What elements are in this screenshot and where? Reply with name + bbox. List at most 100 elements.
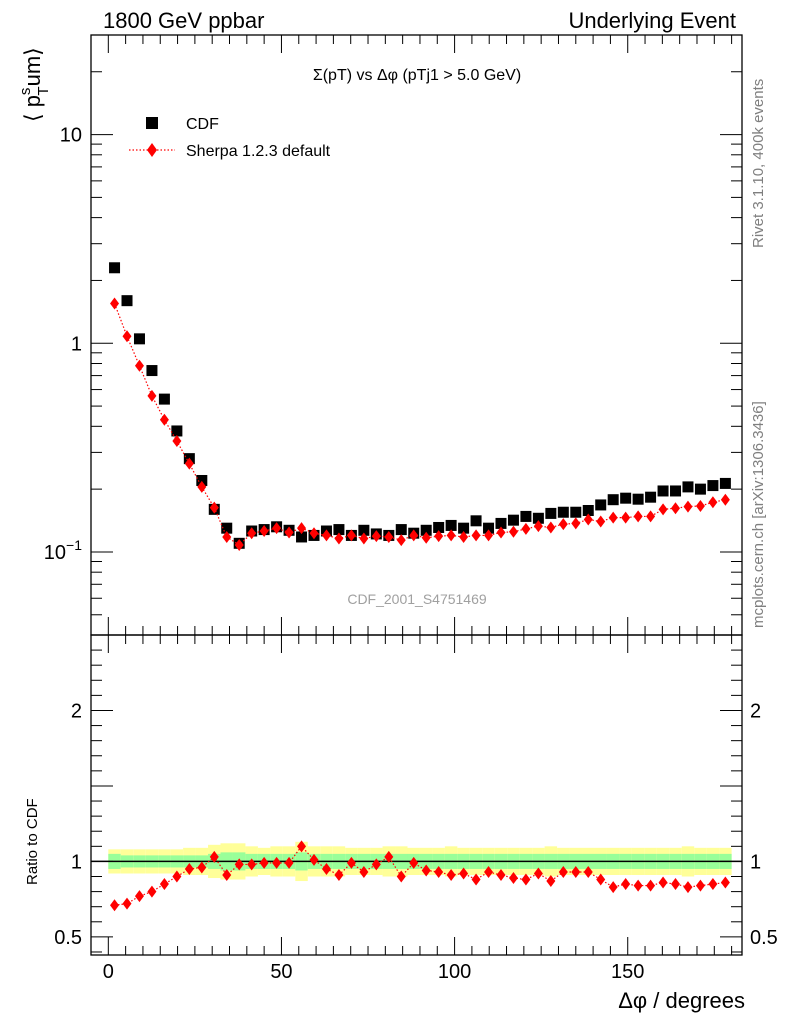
sherpa-point [521, 522, 531, 535]
ratio-point [533, 867, 543, 880]
cdf-point [520, 510, 532, 522]
cdf-point [470, 515, 482, 527]
sherpa-point [334, 532, 344, 545]
ratio-point [633, 879, 643, 892]
main-y-tick-label: 1 [71, 333, 82, 355]
x-tick-label: 100 [438, 961, 471, 983]
ratio-point [371, 858, 381, 871]
cdf-point [121, 295, 133, 307]
chart-title: Σ(pT) vs Δφ (pTj1 > 5.0 GeV) [313, 67, 521, 84]
ratio-point [247, 858, 257, 871]
ratio-point [309, 853, 319, 866]
cdf-point [545, 507, 557, 519]
sherpa-point [247, 527, 257, 540]
ratio-point [671, 878, 681, 891]
sherpa-point [646, 510, 656, 523]
main-y-tick-label: 10 [60, 125, 82, 147]
sherpa-point [359, 532, 369, 545]
ratio-point [608, 881, 618, 894]
ratio-point [384, 850, 394, 863]
axes [90, 34, 743, 956]
ratio-point [222, 869, 232, 881]
cdf-point [595, 499, 607, 511]
ratio-point [683, 881, 693, 894]
sherpa-point [446, 529, 456, 542]
ratio-point [321, 862, 331, 875]
sherpa-point [159, 413, 169, 426]
cdf-point [109, 262, 121, 274]
ratio-point [695, 879, 705, 892]
ratio-point [110, 899, 120, 912]
ratio-point [409, 856, 419, 869]
cdf-point [707, 480, 719, 492]
sherpa-point [284, 526, 294, 539]
ratio-point [720, 876, 730, 889]
cdf-point [221, 522, 233, 534]
ratio-point [508, 872, 518, 885]
sherpa-point [683, 500, 693, 513]
sherpa-point [222, 530, 232, 543]
ratio-point [708, 878, 718, 891]
sherpa-point [434, 530, 444, 543]
sherpa-point [321, 529, 331, 542]
sherpa-point [297, 522, 307, 535]
ratio-point [421, 864, 431, 877]
ratio-y-tick-label-right: 1 [750, 851, 761, 873]
cdf-point [433, 521, 445, 533]
cdf-point [133, 333, 145, 345]
cdf-point [495, 517, 507, 529]
sherpa-point [110, 297, 120, 310]
header-right: Underlying Event [568, 8, 736, 33]
main-y-axis-label: ⟨ psTum⟩ [17, 47, 52, 122]
ratio-y-tick-label-left: 2 [71, 700, 82, 722]
ratio-point [558, 865, 568, 878]
legend-sherpa-marker [147, 143, 157, 157]
sherpa-point [508, 525, 518, 538]
sherpa-point [346, 529, 356, 542]
x-tick-label: 50 [270, 961, 292, 983]
sherpa-point [184, 457, 194, 470]
ratio-point [272, 856, 282, 869]
cdf-point [296, 531, 308, 543]
sherpa-point [558, 518, 568, 531]
ratio-point [134, 890, 144, 903]
ratio-point [646, 879, 656, 892]
sherpa-point [658, 503, 668, 516]
legend-cdf-label: CDF [186, 116, 219, 133]
sherpa-point [147, 389, 157, 402]
cdf-point [582, 504, 594, 516]
ratio-point [621, 878, 631, 891]
cdf-point [607, 494, 619, 506]
x-axis-label: Δφ / degrees [618, 988, 745, 1013]
sherpa-point [471, 529, 481, 542]
ratio-frame [90, 634, 743, 956]
ratio-point [446, 869, 456, 881]
ratio-point [459, 867, 469, 880]
cdf-point [657, 485, 669, 497]
rivet-label: Rivet 3.1.10, 400k events [750, 78, 767, 248]
ratio-point [259, 856, 269, 869]
sherpa-point [234, 538, 244, 551]
sherpa-point [496, 526, 506, 539]
ratio-point [583, 865, 593, 878]
sherpa-point [459, 530, 469, 543]
sherpa-point [533, 520, 543, 533]
cdf-point [507, 514, 519, 526]
ratio-y-tick-label-right: 0.5 [750, 927, 778, 949]
cdf-point [146, 365, 158, 377]
ratio-point [159, 878, 169, 891]
cdf-point [358, 524, 370, 536]
ratio-point [122, 897, 132, 910]
cdf-point [171, 425, 183, 437]
legend: CDF Sherpa 1.2.3 default [129, 116, 331, 160]
ratio-point [359, 865, 369, 878]
ratio-point [184, 862, 194, 875]
ratio-point [346, 856, 356, 869]
legend-cdf-marker [146, 117, 158, 129]
ratio-y-tick-label-right: 2 [750, 700, 761, 722]
ratio-point [434, 865, 444, 878]
ratio-point [197, 861, 207, 874]
cdf-point [532, 512, 544, 524]
cdf-point [458, 522, 470, 534]
